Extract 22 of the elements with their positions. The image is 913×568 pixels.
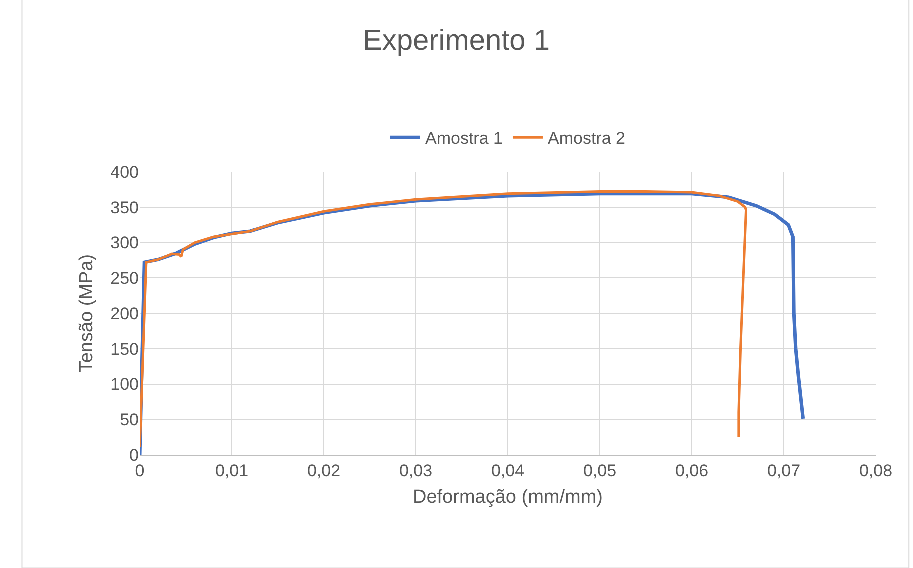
y-axis-title: Tensão (MPa) [76,254,98,373]
x-tick-label: 0,02 [307,461,341,480]
x-tick-label: 0,06 [675,461,709,480]
y-tick-label: 200 [110,304,139,324]
y-tick-label: 50 [120,410,139,430]
y-tick-label: 250 [110,269,139,288]
chart-title: Experimento 1 [363,24,550,57]
x-axis-title: Deformação (mm/mm) [412,487,604,508]
x-tick-label: 0,01 [215,461,249,480]
legend-label: Amostra 2 [548,129,626,148]
y-tick-label: 0 [130,446,139,465]
y-tick-label: 350 [110,198,139,218]
legend-label: Amostra 1 [426,129,503,148]
y-tick-label: 300 [110,234,139,253]
x-tick-label: 0,03 [399,461,433,480]
y-tick-label: 100 [110,375,139,394]
x-tick-label: 0,07 [767,461,801,480]
x-tick-label: 0,05 [583,461,617,480]
x-tick-label: 0,04 [491,461,525,480]
x-tick-label: 0,08 [859,461,893,480]
y-tick-label: 400 [110,162,139,182]
y-tick-label: 150 [110,340,139,359]
